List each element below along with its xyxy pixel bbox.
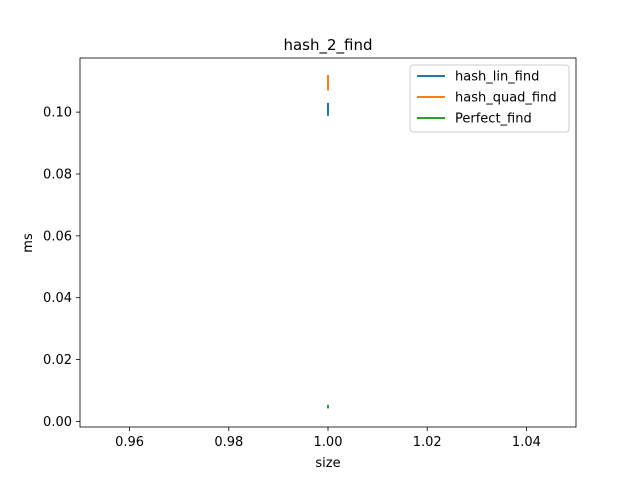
chart-title: hash_2_find xyxy=(283,36,372,55)
x-tick-label: 0.98 xyxy=(214,435,243,450)
x-axis-label: size xyxy=(315,456,340,471)
y-axis-label: ms xyxy=(21,233,36,253)
y-tick-label: 0.02 xyxy=(43,353,72,368)
y-tick-label: 0.10 xyxy=(43,106,72,121)
y-axis: 0.00 0.02 0.04 0.06 0.08 0.10 xyxy=(43,106,80,430)
y-tick-label: 0.04 xyxy=(43,291,72,306)
y-tick-label: 0.00 xyxy=(43,415,72,430)
x-tick-label: 1.04 xyxy=(512,435,541,450)
legend-box xyxy=(409,64,570,133)
y-tick-label: 0.06 xyxy=(43,229,72,244)
x-tick-label: 1.00 xyxy=(314,435,343,450)
x-tick-label: 1.02 xyxy=(413,435,442,450)
x-tick-label: 0.96 xyxy=(115,435,144,450)
x-axis: 0.96 0.98 1.00 1.02 1.04 xyxy=(115,427,541,450)
legend-label: Perfect_find xyxy=(455,112,532,127)
legend-label: hash_lin_find xyxy=(455,70,539,85)
legend-label: hash_quad_find xyxy=(455,91,557,106)
y-tick-label: 0.08 xyxy=(43,167,72,182)
legend: hash_lin_find hash_quad_find Perfect_find xyxy=(409,64,570,133)
